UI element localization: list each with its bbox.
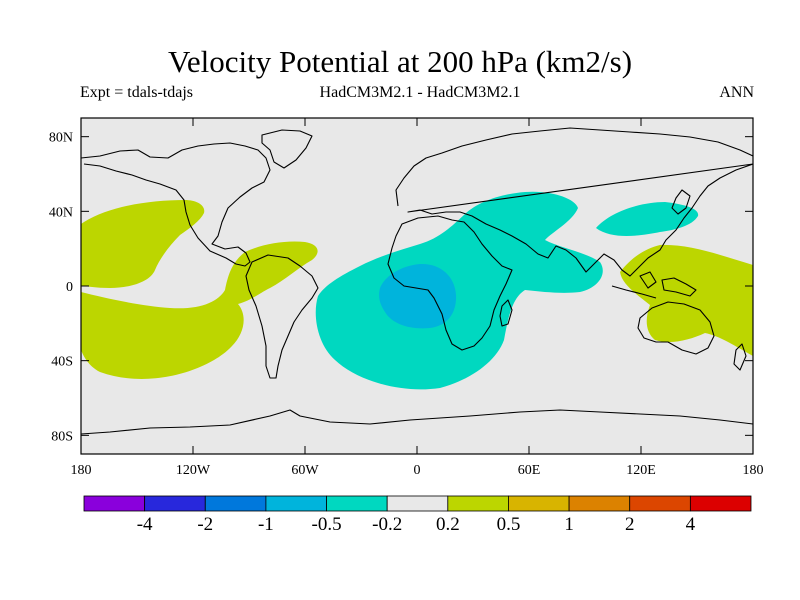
coastline-maritime-continent — [611, 271, 697, 299]
model-label: HadCM3M2.1 - HadCM3M2.1 — [319, 84, 521, 101]
colorbar-swatch — [386, 495, 449, 512]
negative-africa-atlantic-region — [315, 191, 603, 390]
colorbar-swatch — [326, 495, 388, 512]
colorbar-swatch — [144, 495, 206, 512]
colorbar: -4 -2 -1 -0.5 -0.2 0.2 0.5 1 2 4 — [83, 495, 752, 535]
coastline-new-zealand — [733, 343, 747, 371]
lon-tick-label: 180 — [71, 463, 92, 478]
colorbar-swatch — [629, 495, 691, 512]
lat-tick-label: 40N — [49, 205, 73, 220]
colorbar-swatch — [83, 495, 146, 512]
colorbar-label: -2 — [197, 514, 213, 535]
colorbar-label: 1 — [564, 514, 574, 535]
colorbar-swatch — [204, 495, 267, 512]
colorbar-label: -0.2 — [372, 514, 402, 535]
colorbar-swatch — [568, 495, 631, 512]
lat-tick-label: 80S — [51, 429, 73, 444]
coastline-south-america — [245, 254, 319, 379]
coastline-north-america — [81, 142, 271, 267]
positive-west-pacific-region — [620, 244, 753, 356]
colorbar-label: 0.2 — [436, 514, 460, 535]
contour-fields — [81, 127, 753, 435]
colorbar-swatch — [265, 495, 327, 512]
colorbar-swatch — [689, 495, 752, 512]
colorbar-label: 4 — [686, 514, 696, 535]
lon-tick-label: 0 — [414, 463, 421, 478]
colorbar-swatch — [508, 495, 570, 512]
lat-tick-label: 0 — [66, 280, 73, 295]
map-title: Velocity Potential at 200 hPa (km2/s) — [167, 44, 633, 79]
coastline-africa — [387, 215, 513, 351]
lat-tick-label: 80N — [49, 131, 73, 146]
colorbar-swatch — [447, 495, 509, 512]
coastline-madagascar — [499, 299, 513, 327]
coastline-eurasia — [395, 127, 753, 277]
lon-tick-label: 60E — [518, 463, 541, 478]
lon-tick-label: 120W — [176, 463, 211, 478]
positive-south-pacific-region — [81, 241, 318, 379]
experiment-label: Expt = tdals-tdajs — [80, 84, 194, 101]
lon-tick-label: 180 — [743, 463, 764, 478]
coastline-japan — [671, 189, 691, 215]
colorbar-label: -4 — [137, 514, 153, 535]
lon-tick-label: 120E — [626, 463, 656, 478]
negative-central-africa-core — [379, 263, 457, 329]
colorbar-label: 2 — [625, 514, 635, 535]
coastline-australia — [637, 301, 715, 355]
colorbar-label: 0.5 — [497, 514, 521, 535]
negative-east-asia-region — [596, 202, 699, 236]
colorbar-label: -0.5 — [312, 514, 342, 535]
season-label: ANN — [719, 84, 754, 101]
lon-tick-label: 60W — [291, 463, 319, 478]
colorbar-label: -1 — [258, 514, 274, 535]
positive-north-pacific-region — [81, 200, 205, 288]
map-axes: 80N 40N 0 40S 80S 180 120W 60W 0 60E 120E 180 — [49, 118, 764, 478]
coastline-antarctica — [81, 409, 753, 435]
coastlines — [81, 127, 753, 435]
coastline-greenland — [261, 129, 313, 169]
lat-tick-label: 40S — [51, 355, 73, 370]
